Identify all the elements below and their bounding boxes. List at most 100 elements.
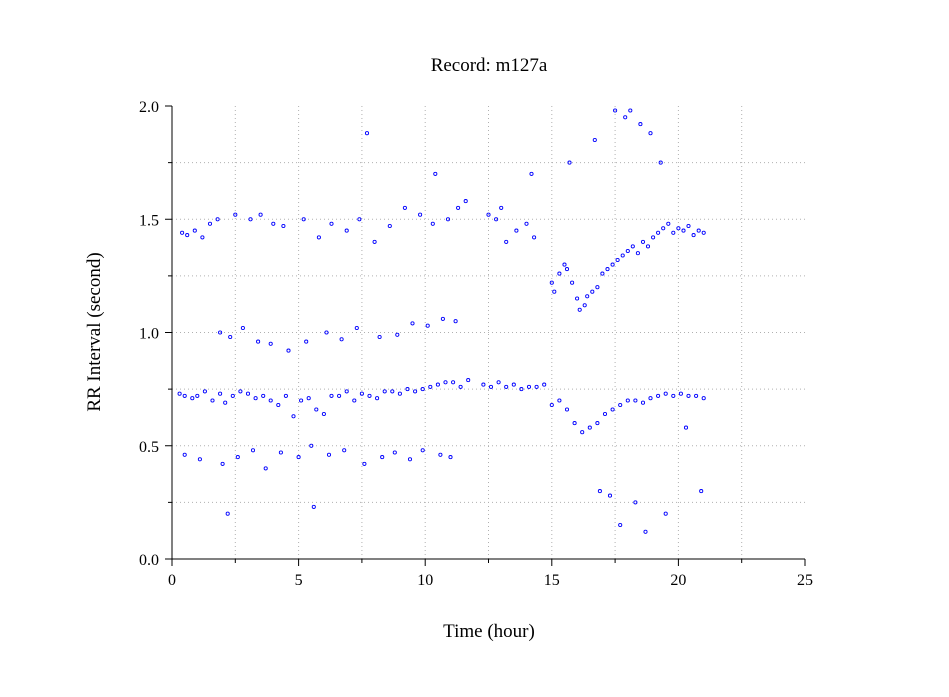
data-point (435, 382, 440, 387)
data-point (494, 217, 499, 222)
data-point (177, 391, 182, 396)
data-point (364, 131, 370, 136)
data-point (595, 421, 600, 426)
data-point (451, 380, 456, 385)
data-point (202, 389, 207, 394)
data-point (321, 411, 326, 417)
data-point (504, 239, 509, 244)
data-point (615, 257, 620, 263)
data-point (228, 334, 233, 340)
data-point (263, 466, 268, 471)
data-point (230, 393, 235, 398)
data-point (278, 450, 283, 455)
data-point (514, 228, 519, 233)
data-point (564, 407, 570, 412)
tick-marks: 0 5 10 15 20 25 0.0 0.5 1.0 1.5 2.0 (139, 99, 813, 589)
data-point (499, 205, 504, 210)
data-point (628, 108, 633, 113)
data-point (339, 337, 344, 342)
data-point (618, 402, 623, 408)
data-point (296, 455, 301, 460)
data-point (694, 393, 699, 398)
data-point (200, 235, 205, 240)
data-point (402, 205, 407, 210)
data-point (291, 414, 296, 419)
data-point (326, 452, 332, 457)
data-point (577, 307, 582, 312)
data-point (395, 332, 400, 337)
data-point (372, 239, 377, 244)
data-point (238, 389, 243, 394)
data-point (572, 421, 577, 426)
data-point (575, 296, 580, 301)
y-tick-label: 0.0 (139, 552, 159, 569)
data-point (387, 223, 392, 229)
data-point (344, 389, 349, 394)
data-point (651, 235, 656, 240)
data-point (600, 271, 605, 276)
data-point (306, 396, 311, 401)
data-point (597, 489, 602, 494)
data-point (678, 391, 683, 396)
data-point (610, 262, 615, 267)
data-point (268, 341, 273, 346)
data-point (445, 217, 451, 222)
data-point (418, 212, 423, 217)
data-point (592, 137, 597, 143)
data-point (486, 212, 491, 217)
data-point (671, 230, 676, 235)
data-point (620, 253, 625, 258)
data-point (304, 339, 309, 344)
data-point (261, 393, 266, 398)
data-point (610, 407, 615, 412)
data-point (405, 387, 410, 392)
data-point (542, 382, 547, 387)
data-point (671, 393, 676, 398)
data-point (618, 522, 623, 528)
data-point (663, 511, 668, 516)
data-point (448, 455, 453, 460)
data-point (463, 199, 468, 204)
data-point (562, 262, 567, 267)
data-points (177, 108, 706, 534)
data-point (633, 398, 638, 403)
data-point (587, 425, 592, 430)
data-point (640, 239, 646, 244)
data-point (701, 396, 706, 401)
data-point (549, 280, 554, 285)
data-point (390, 389, 395, 394)
data-point (197, 457, 202, 462)
data-point (645, 244, 651, 249)
y-axis-label: RR Interval (second) (84, 252, 105, 411)
data-point (456, 205, 461, 210)
data-point (440, 316, 445, 321)
data-point (301, 217, 306, 222)
data-point (532, 235, 537, 240)
data-point (223, 400, 228, 405)
data-point (210, 398, 215, 403)
x-tick-label: 25 (797, 572, 813, 589)
data-point (648, 396, 653, 401)
data-point (397, 391, 402, 396)
data-point (337, 393, 342, 398)
data-point (638, 122, 643, 127)
data-point (625, 398, 630, 403)
data-point (352, 398, 357, 403)
y-tick-label: 1.5 (139, 212, 159, 229)
data-point (182, 452, 187, 457)
data-point (676, 226, 681, 231)
data-point (299, 398, 304, 403)
data-point (511, 382, 516, 387)
data-point (534, 384, 539, 389)
data-point (529, 171, 534, 176)
data-point (504, 384, 509, 389)
data-point (570, 280, 575, 285)
x-tick-label: 20 (670, 572, 686, 589)
data-point (607, 493, 613, 498)
data-point (375, 396, 380, 401)
data-point (458, 384, 463, 389)
data-point (329, 393, 334, 398)
data-point (309, 443, 314, 448)
data-point (218, 330, 223, 335)
data-point (314, 407, 319, 412)
